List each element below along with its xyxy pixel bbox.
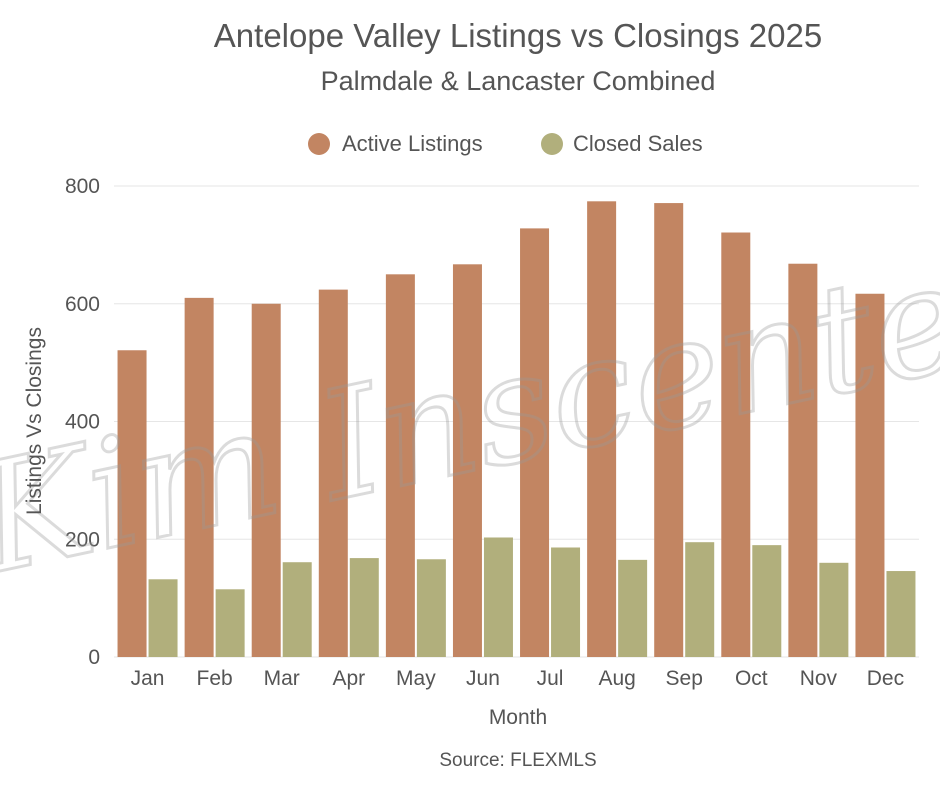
bar-closed-sales	[685, 542, 715, 657]
x-tick-label: Mar	[264, 667, 300, 690]
bar-closed-sales	[282, 562, 312, 657]
bar-closed-sales	[483, 537, 513, 657]
x-tick-label: Oct	[735, 667, 768, 690]
x-tick-label: Jul	[537, 667, 564, 690]
bar-closed-sales	[349, 558, 379, 657]
source-note: Source: FLEXMLS	[439, 750, 596, 771]
x-tick-label: Sep	[666, 667, 703, 690]
bar-closed-sales	[819, 562, 849, 657]
x-tick-label: Feb	[197, 667, 233, 690]
x-tick-label: Nov	[800, 667, 838, 690]
y-tick-label: 600	[65, 293, 100, 316]
bar-active-listings	[788, 263, 818, 657]
legend-label-closed: Closed Sales	[573, 131, 703, 156]
x-tick-label: Dec	[867, 667, 904, 690]
bar-active-listings	[587, 201, 617, 657]
bars	[117, 201, 916, 658]
bar-active-listings	[654, 203, 684, 658]
y-tick-label: 800	[65, 175, 100, 198]
y-tick-label: 0	[88, 646, 100, 669]
bar-closed-sales	[416, 559, 446, 657]
bar-closed-sales	[752, 545, 782, 657]
legend-marker-closed	[541, 133, 563, 155]
gridlines	[114, 185, 919, 658]
bar-active-listings	[117, 350, 147, 657]
x-tick-label: Jan	[131, 667, 165, 690]
x-tick-label: Jun	[466, 667, 500, 690]
bar-active-listings	[452, 264, 482, 657]
x-tick-label: Aug	[598, 667, 635, 690]
bar-closed-sales	[148, 579, 178, 657]
bar-active-listings	[251, 303, 281, 657]
chart-title: Antelope Valley Listings vs Closings 202…	[214, 17, 822, 54]
bar-active-listings	[520, 228, 550, 657]
bar-active-listings	[721, 232, 751, 658]
bar-closed-sales	[215, 589, 245, 657]
x-axis-label: Month	[489, 706, 547, 729]
bar-closed-sales	[551, 547, 581, 657]
x-tick-label: Apr	[332, 667, 365, 690]
bar-active-listings	[318, 289, 348, 657]
y-tick-label: 400	[65, 411, 100, 434]
chart-subtitle: Palmdale & Lancaster Combined	[321, 66, 716, 96]
bar-active-listings	[385, 274, 415, 657]
x-axis-ticks: Jan Feb Mar Apr May Jun Jul Aug Sep Oct Nov Dec	[131, 667, 905, 690]
legend-label-active: Active Listings	[342, 131, 483, 156]
x-tick-label: May	[396, 667, 436, 690]
bar-closed-sales	[886, 571, 916, 657]
y-axis-ticks: 0 200 400 600 800	[65, 175, 100, 669]
legend: Active Listings Closed Sales	[308, 131, 703, 156]
bar-active-listings	[855, 293, 885, 657]
y-tick-label: 200	[65, 528, 100, 551]
bar-closed-sales	[618, 559, 648, 657]
bar-active-listings	[184, 297, 214, 657]
y-axis-label: Listings Vs Closings	[23, 327, 46, 515]
legend-marker-active	[308, 133, 330, 155]
